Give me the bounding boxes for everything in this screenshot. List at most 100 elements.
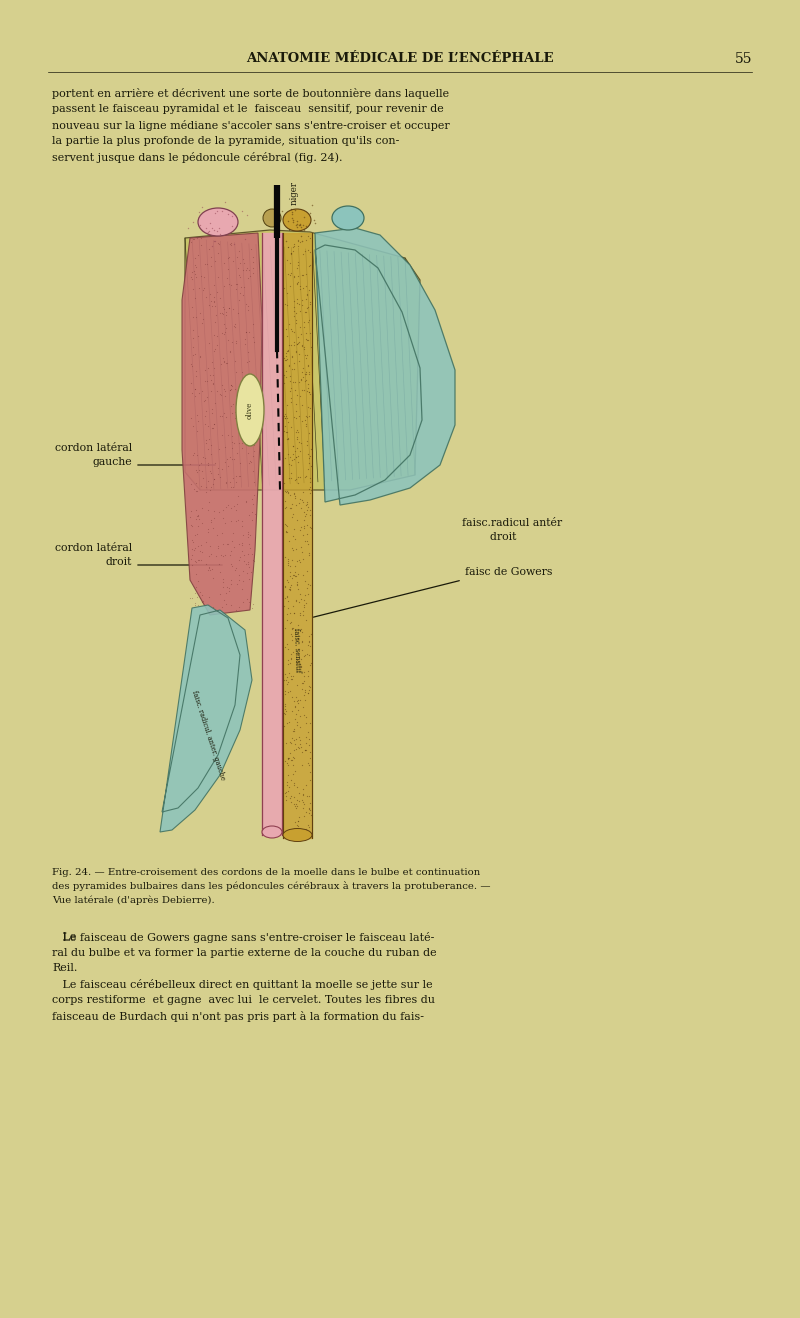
Point	[240, 294, 253, 315]
Point	[298, 370, 311, 391]
Point	[200, 476, 213, 497]
Point	[289, 488, 302, 509]
Point	[245, 390, 258, 411]
Point	[223, 472, 236, 493]
Point	[298, 506, 311, 527]
Point	[291, 214, 304, 235]
Point	[190, 509, 202, 530]
Point	[245, 428, 258, 449]
Point	[304, 227, 317, 248]
Point	[225, 569, 238, 590]
Point	[226, 206, 238, 227]
Point	[282, 747, 294, 768]
Point	[191, 535, 204, 556]
Point	[298, 666, 310, 687]
Point	[294, 440, 306, 461]
Point	[279, 406, 292, 427]
Point	[219, 381, 232, 402]
Point	[204, 535, 217, 556]
Point	[239, 368, 252, 389]
Point	[286, 443, 299, 464]
Point	[286, 538, 298, 559]
Point	[281, 775, 294, 796]
Point	[186, 531, 199, 552]
Point	[302, 356, 314, 377]
Point	[209, 452, 222, 473]
Point	[290, 815, 303, 836]
Point	[300, 706, 313, 728]
Point	[301, 666, 314, 687]
Point	[206, 373, 219, 394]
Point	[299, 406, 312, 427]
Point	[302, 256, 315, 277]
Point	[189, 551, 202, 572]
Point	[304, 471, 317, 492]
Point	[302, 815, 314, 836]
Point	[281, 249, 294, 270]
Point	[294, 519, 306, 540]
Point	[278, 594, 290, 616]
Point	[212, 501, 225, 522]
Point	[278, 637, 291, 658]
Point	[284, 555, 297, 576]
Point	[211, 536, 224, 558]
Point	[294, 432, 307, 453]
Point	[190, 420, 203, 442]
Point	[283, 275, 296, 297]
Point	[282, 356, 295, 377]
Point	[289, 590, 302, 612]
Point	[219, 436, 232, 457]
Point	[240, 204, 253, 225]
Point	[281, 341, 294, 362]
Point	[278, 575, 291, 596]
Point	[217, 572, 230, 593]
Point	[280, 481, 293, 502]
Point	[287, 564, 300, 585]
Point	[285, 497, 298, 518]
Point	[284, 652, 297, 673]
Point	[226, 477, 239, 498]
Point	[283, 561, 296, 583]
Point	[185, 297, 198, 318]
Point	[207, 286, 220, 307]
Point	[299, 275, 312, 297]
Point	[279, 704, 292, 725]
Point	[198, 266, 211, 287]
Point	[290, 215, 302, 236]
Point	[287, 372, 300, 393]
Point	[199, 217, 212, 239]
Point	[248, 472, 261, 493]
Point	[286, 728, 298, 749]
Point	[285, 463, 298, 484]
Point	[298, 739, 311, 760]
Text: faisc. radicul. anter. gauche: faisc. radicul. anter. gauche	[190, 689, 226, 780]
Point	[246, 368, 258, 389]
Point	[227, 233, 240, 254]
Point	[187, 261, 200, 282]
Point	[289, 760, 302, 782]
Point	[206, 559, 218, 580]
Point	[220, 304, 233, 326]
Point	[280, 361, 293, 382]
Point	[292, 651, 305, 672]
Point	[296, 489, 309, 510]
Point	[284, 770, 297, 791]
Point	[299, 344, 312, 365]
Point	[206, 352, 218, 373]
Point	[298, 681, 311, 702]
Point	[284, 565, 297, 587]
Point	[302, 683, 314, 704]
Point	[279, 513, 292, 534]
Point	[303, 734, 316, 755]
Point	[301, 514, 314, 535]
Point	[289, 555, 302, 576]
Point	[290, 573, 303, 594]
Point	[296, 741, 309, 762]
Point	[233, 432, 246, 453]
Point	[228, 448, 241, 469]
Point	[282, 747, 295, 768]
Point	[298, 671, 310, 692]
Point	[299, 348, 312, 369]
Point	[200, 481, 213, 502]
Point	[199, 401, 212, 422]
